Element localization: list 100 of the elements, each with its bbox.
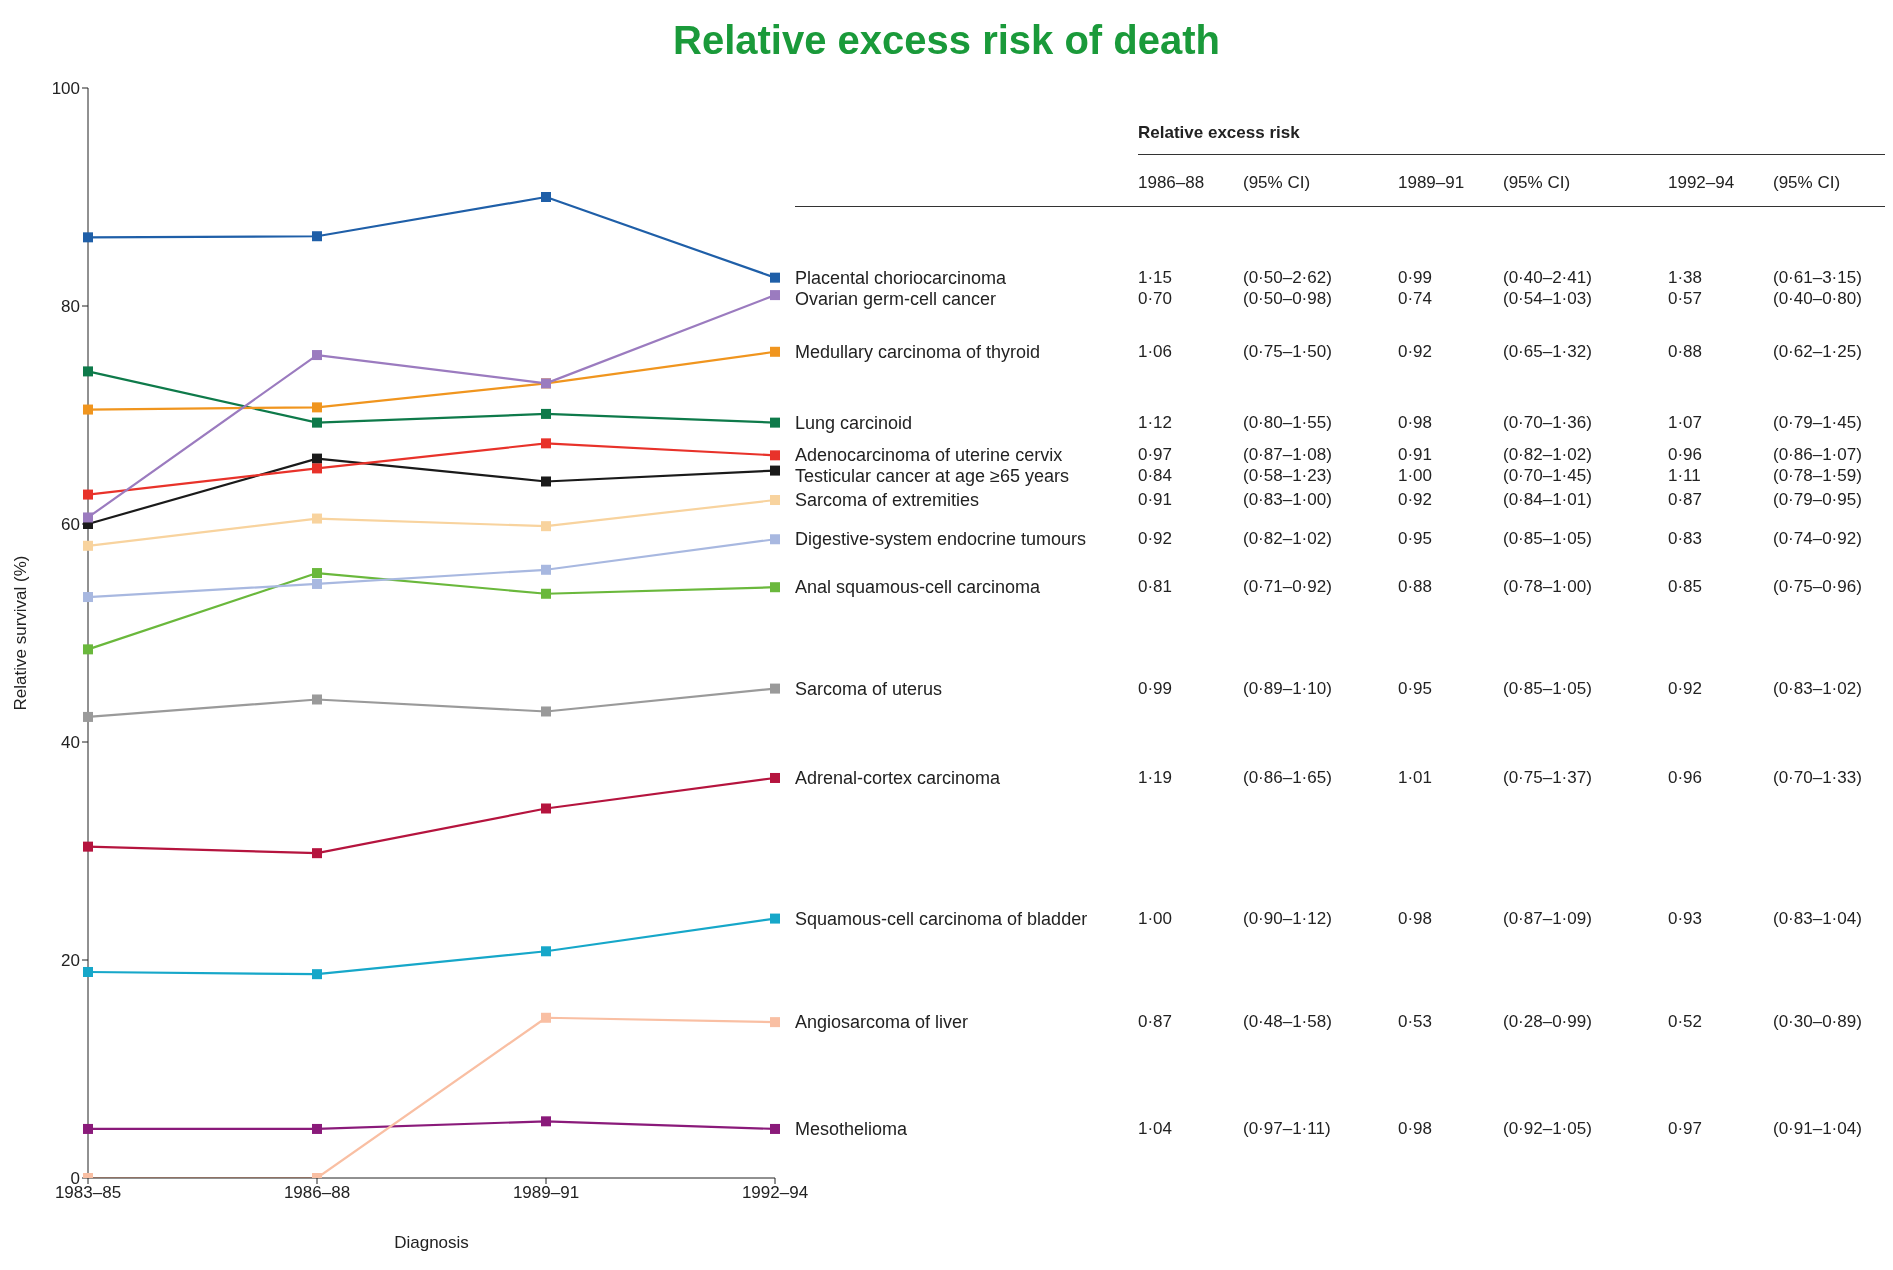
point [83, 366, 93, 377]
text: 0·57 [1668, 288, 1703, 309]
text: (0·61–3·15) [1773, 267, 1862, 288]
series-label: Testicular cancer at age ≥65 years [795, 465, 1070, 487]
text: (0·70–1·33) [1773, 767, 1862, 788]
point [770, 1017, 780, 1028]
text: 1·11 [1668, 466, 1701, 487]
text: 0·96 [1668, 767, 1703, 788]
text: (0·75–1·37) [1503, 767, 1592, 788]
point [83, 489, 93, 500]
text: 0·91 [1398, 445, 1433, 466]
point [312, 463, 322, 474]
text: (95% CI) [1503, 173, 1571, 193]
point [312, 513, 322, 524]
series-label: Medullary carcinoma of thyroid [795, 341, 1041, 363]
text: (0·85–1·05) [1503, 529, 1592, 550]
text: (0·28–0·99) [1503, 1012, 1592, 1033]
point [312, 402, 322, 413]
point [770, 272, 780, 283]
text: 0·93 [1668, 908, 1703, 929]
series-label: Digestive-system endocrine tumours [795, 528, 1087, 550]
text: (95% CI) [1773, 173, 1841, 193]
point [541, 521, 551, 532]
text: 1·15 [1138, 267, 1173, 288]
text: (0·83–1·04) [1773, 908, 1862, 929]
text: (0·92–1·05) [1503, 1118, 1592, 1139]
text: 0·96 [1668, 445, 1703, 466]
point [312, 453, 322, 464]
text: (0·58–1·23) [1243, 466, 1332, 487]
point [770, 1123, 780, 1134]
series-label: Lung carcinoid [795, 412, 913, 434]
text: (0·75–0·96) [1773, 577, 1862, 598]
x-tick-label: 1992–94 [741, 1183, 809, 1203]
text: 0·84 [1138, 466, 1173, 487]
point [83, 540, 93, 551]
point [541, 192, 551, 202]
point [312, 350, 322, 361]
text: 0·92 [1398, 341, 1433, 362]
text: (0·80–1·55) [1243, 412, 1332, 433]
point [541, 706, 551, 717]
point [312, 848, 322, 859]
text: (0·79–1·45) [1773, 412, 1862, 433]
text: (0·30–0·89) [1773, 1012, 1862, 1033]
text: (0·65–1·32) [1503, 341, 1592, 362]
point [312, 1123, 322, 1134]
point [83, 592, 93, 603]
text: 0·92 [1138, 529, 1173, 550]
point [83, 966, 93, 977]
point [83, 711, 93, 722]
text: 0·98 [1398, 412, 1433, 433]
series-label: Placental choriocarcinoma [795, 267, 1007, 289]
text: 0·95 [1398, 678, 1433, 699]
text: 1·04 [1138, 1118, 1173, 1139]
text: (0·86–1·07) [1773, 445, 1862, 466]
point [541, 946, 551, 957]
y-tick-label: 80 [61, 297, 80, 317]
text: 0·98 [1398, 1118, 1433, 1139]
text: (0·83–1·02) [1773, 678, 1862, 699]
point [770, 582, 780, 593]
text: 0·98 [1398, 908, 1433, 929]
text: 1·38 [1668, 267, 1703, 288]
text: (0·62–1·25) [1773, 341, 1862, 362]
text: 0·92 [1668, 678, 1703, 699]
series-label: Adrenal-cortex carcinoma [795, 767, 1001, 789]
text: (0·79–0·95) [1773, 490, 1862, 511]
y-tick-label: 100 [51, 79, 80, 99]
point [541, 588, 551, 599]
text: (0·70–1·45) [1503, 466, 1592, 487]
point [770, 495, 780, 506]
text: 0·92 [1398, 490, 1433, 511]
text: 1·06 [1138, 341, 1173, 362]
series-label: Mesothelioma [795, 1118, 908, 1140]
y-tick-label: 60 [61, 515, 80, 535]
series-label: Anal squamous-cell carcinoma [795, 576, 1041, 598]
text: (0·87–1·08) [1243, 445, 1332, 466]
text: 0·87 [1668, 490, 1703, 511]
point [541, 476, 551, 487]
point [770, 913, 780, 924]
text: 0·97 [1668, 1118, 1703, 1139]
text: 0·83 [1668, 529, 1703, 550]
point [312, 694, 322, 705]
x-axis-title: Diagnosis [394, 1233, 469, 1252]
text: (0·91–1·04) [1773, 1118, 1862, 1139]
point [541, 438, 551, 449]
text: (0·82–1·02) [1503, 445, 1592, 466]
text: (0·78–1·59) [1773, 466, 1862, 487]
point [83, 404, 93, 415]
text: (0·71–0·92) [1243, 577, 1332, 598]
y-tick-label: 20 [61, 951, 80, 971]
text: (0·75–1·50) [1243, 341, 1332, 362]
text: 0·88 [1398, 577, 1433, 598]
point [83, 644, 93, 655]
series-label: Sarcoma of extremities [795, 489, 980, 511]
point [83, 232, 93, 243]
point [770, 534, 780, 545]
text: (0·84–1·01) [1503, 490, 1592, 511]
text: 0·53 [1398, 1012, 1433, 1033]
text: (0·86–1·65) [1243, 767, 1332, 788]
text: 1·00 [1138, 908, 1173, 929]
series-label: Adenocarcinoma of uterine cervix [795, 444, 1063, 466]
